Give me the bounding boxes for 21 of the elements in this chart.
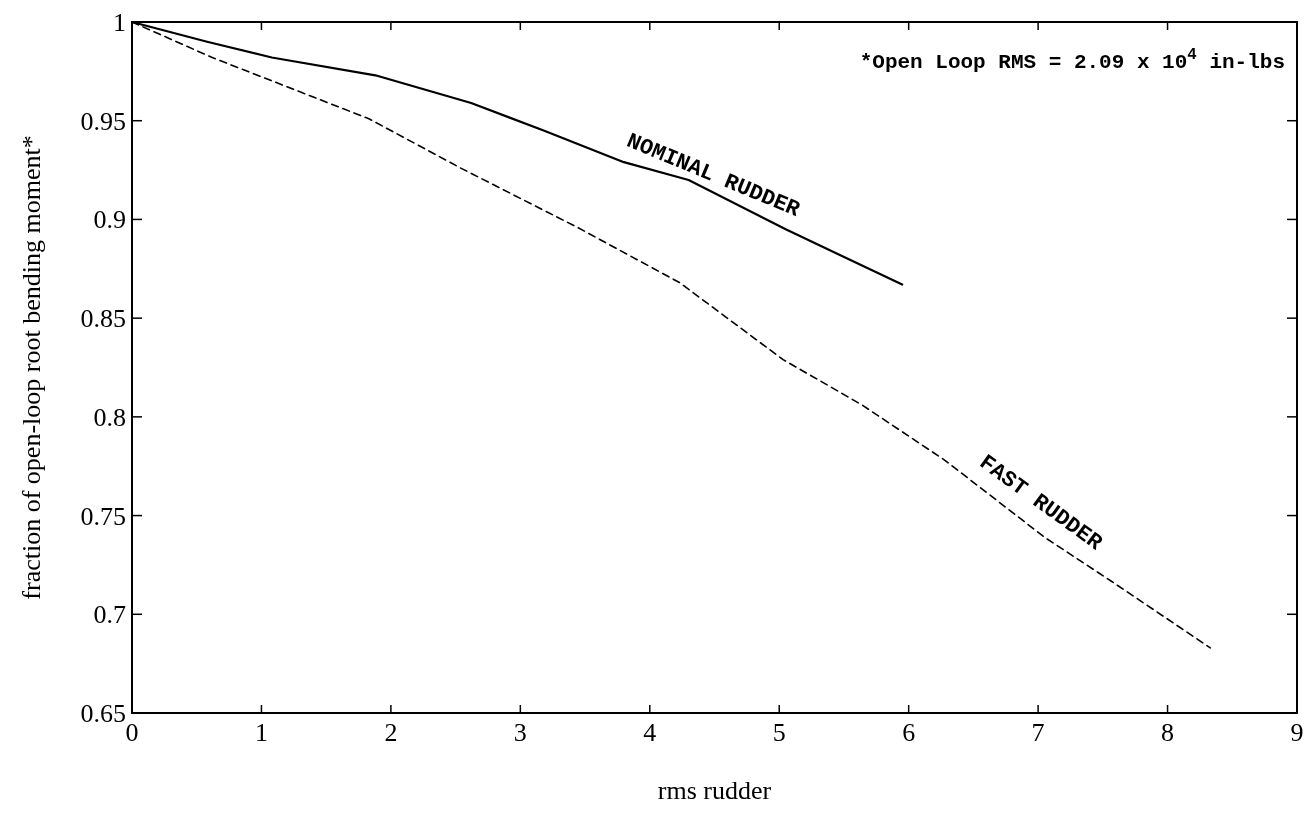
- x-tick-label: 4: [643, 718, 657, 747]
- x-tick-label: 6: [902, 718, 916, 747]
- x-tick-label: 5: [772, 718, 786, 747]
- x-tick-label: 9: [1290, 718, 1304, 747]
- y-tick-label: 0.65: [80, 699, 126, 728]
- y-tick-label: 0.75: [80, 501, 126, 531]
- x-tick-label: 3: [513, 718, 527, 747]
- y-tick-label: 0.85: [80, 304, 126, 334]
- y-tick-label: 0.7: [93, 600, 126, 630]
- x-tick-label: 1: [254, 718, 268, 747]
- y-axis-title: fraction of open-loop root bending moment*: [17, 135, 46, 600]
- x-axis-title: rms rudder: [657, 776, 772, 805]
- y-tick-label: 0.95: [80, 106, 126, 136]
- x-tick-label: 0: [125, 718, 139, 747]
- x-tick-label: 8: [1161, 718, 1175, 747]
- x-tick-label: 7: [1031, 718, 1045, 747]
- annotation: *Open Loop RMS = 2.09 x 10$^{4}$ in-lbs: [859, 46, 1285, 74]
- x-tick-label: 2: [384, 718, 398, 747]
- y-tick-label: 0.9: [93, 205, 126, 235]
- y-tick-label: 0.8: [93, 402, 126, 432]
- y-tick-label: 1: [113, 8, 126, 37]
